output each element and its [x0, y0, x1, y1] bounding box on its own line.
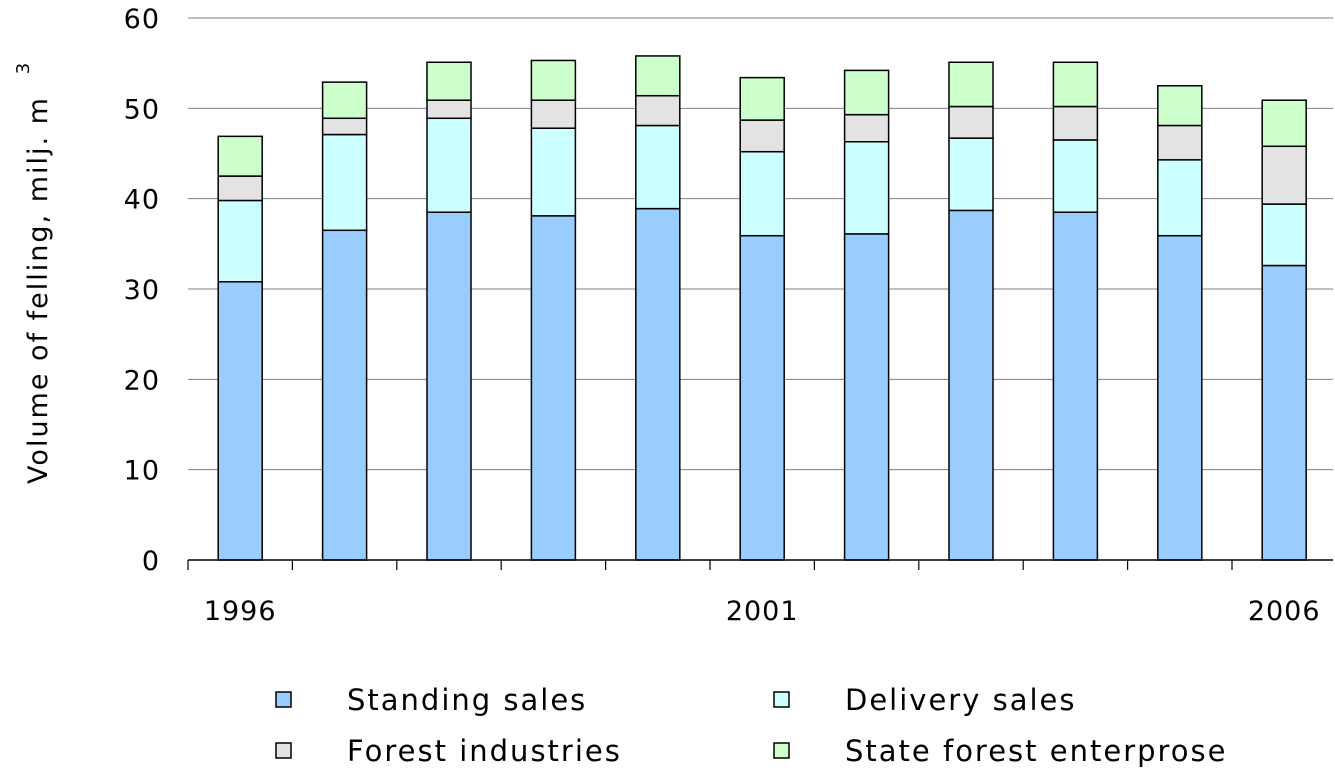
legend-swatch	[773, 742, 790, 759]
x-tick-label: 2001	[726, 596, 799, 627]
bar-delivery-sales	[426, 117, 472, 213]
bar-forest-industries	[321, 117, 368, 136]
y-tick-labels: 0 10 20 30 40 50 60	[124, 4, 160, 577]
legend-swatch	[275, 742, 292, 759]
y-tick-label: 20	[124, 365, 160, 396]
bar-delivery-sales	[739, 150, 785, 237]
bar-standing-sales	[530, 215, 577, 561]
bar-forest-industries	[1157, 124, 1203, 161]
bar-forest-industries	[635, 94, 681, 127]
bar-state-forest-enterprose	[1157, 85, 1203, 127]
y-tick-label: 0	[142, 546, 160, 577]
bar-state-forest-enterprose	[321, 81, 368, 120]
bar-state-forest-enterprose	[635, 55, 681, 97]
bar-state-forest-enterprose	[217, 135, 263, 177]
legend-swatch	[773, 691, 790, 708]
axes	[187, 559, 1333, 570]
bar-forest-industries	[843, 113, 890, 143]
bar-state-forest-enterprose	[1052, 61, 1099, 108]
legend-swatch	[275, 691, 292, 708]
legend-label: State forest enterprose	[845, 734, 1228, 768]
bar-forest-industries	[739, 119, 785, 153]
bar-standing-sales	[739, 234, 785, 561]
bar-delivery-sales	[635, 124, 681, 210]
bar-delivery-sales	[530, 127, 577, 217]
bar-state-forest-enterprose	[948, 61, 994, 108]
bar-standing-sales	[1157, 234, 1203, 561]
bar-state-forest-enterprose	[1261, 99, 1307, 148]
bar-forest-industries	[426, 99, 472, 120]
bar-delivery-sales	[217, 199, 263, 283]
bar-standing-sales	[426, 211, 472, 561]
y-axis-title-superscript: 3	[13, 62, 34, 74]
x-tick-label: 2006	[1248, 596, 1321, 627]
bar-delivery-sales	[843, 141, 890, 235]
y-axis-title-text: Volume of felling, milj. m	[23, 96, 54, 484]
bar-state-forest-enterprose	[426, 61, 472, 101]
bar-state-forest-enterprose	[739, 76, 785, 121]
bar-state-forest-enterprose	[843, 69, 890, 116]
bar-forest-industries	[948, 105, 994, 139]
bars	[217, 55, 1307, 561]
y-tick-label: 10	[124, 456, 160, 487]
bar-delivery-sales	[948, 137, 994, 212]
x-tick-label: 1996	[204, 596, 277, 627]
legend-label: Forest industries	[347, 734, 622, 768]
legend: Standing sales Delivery sales Forest indus…	[275, 683, 1228, 768]
bar-state-forest-enterprose	[530, 59, 577, 101]
bar-standing-sales	[635, 207, 681, 561]
bar-standing-sales	[1052, 211, 1099, 561]
bar-forest-industries	[217, 175, 263, 202]
y-tick-label: 60	[124, 4, 160, 35]
bar-delivery-sales	[321, 133, 368, 232]
bar-standing-sales	[217, 281, 263, 561]
y-tick-label: 40	[124, 185, 160, 216]
bar-standing-sales	[843, 233, 890, 561]
bar-standing-sales	[948, 209, 994, 561]
y-tick-label: 30	[124, 275, 160, 306]
x-tick-labels: 1996 2001 2006	[204, 596, 1321, 627]
bar-delivery-sales	[1157, 159, 1203, 237]
y-axis-title: Volume of felling, milj. m	[23, 96, 54, 484]
bar-forest-industries	[530, 99, 577, 129]
bar-standing-sales	[1261, 264, 1307, 561]
bar-forest-industries	[1261, 145, 1307, 205]
legend-label: Standing sales	[347, 683, 587, 717]
bar-delivery-sales	[1261, 203, 1307, 267]
bar-standing-sales	[321, 229, 368, 561]
legend-label: Delivery sales	[845, 683, 1076, 717]
bar-delivery-sales	[1052, 139, 1099, 213]
bar-forest-industries	[1052, 105, 1099, 141]
y-tick-label: 50	[124, 94, 160, 125]
